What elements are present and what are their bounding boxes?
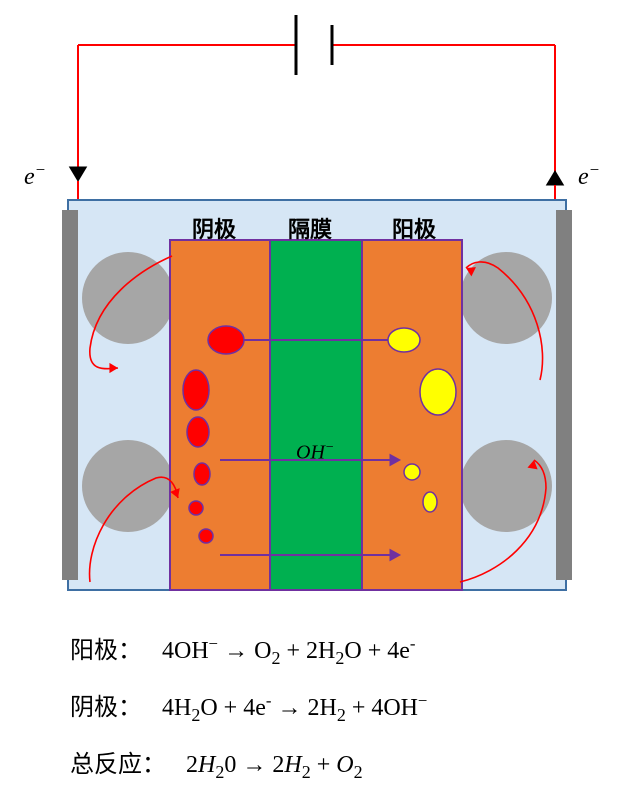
- equation-cathode-formula: 4H2O + 4e- → 2H2 + 4OH−: [162, 691, 427, 726]
- membrane-label: 隔膜: [288, 212, 332, 244]
- equation-overall-formula: 2H20 → 2H2 + O2: [186, 752, 363, 783]
- diagram-canvas: e− e− 阴极 隔膜 阳极 OH− 阳极： 4OH− → O2 + 2H2O …: [0, 0, 625, 781]
- equation-anode: 阳极： 4OH− → O2 + 2H2O + 4e-: [70, 630, 590, 669]
- equations-block: 阳极： 4OH− → O2 + 2H2O + 4e- 阴极： 4H2O + 4e…: [70, 630, 590, 800]
- electron-label-left: e−: [24, 160, 46, 191]
- equation-anode-label: 阳极：: [70, 630, 142, 665]
- hydroxide-label: OH−: [296, 440, 334, 465]
- equation-overall-label: 总反应：: [70, 744, 166, 779]
- electron-label-right: e−: [578, 160, 600, 191]
- anode-label: 阳极: [392, 212, 436, 244]
- cathode-label: 阴极: [192, 212, 236, 244]
- equation-cathode-label: 阴极：: [70, 687, 142, 722]
- equation-overall: 总反应： 2H20 → 2H2 + O2: [70, 744, 590, 783]
- equation-anode-formula: 4OH− → O2 + 2H2O + 4e-: [162, 634, 415, 669]
- equation-cathode: 阴极： 4H2O + 4e- → 2H2 + 4OH−: [70, 687, 590, 726]
